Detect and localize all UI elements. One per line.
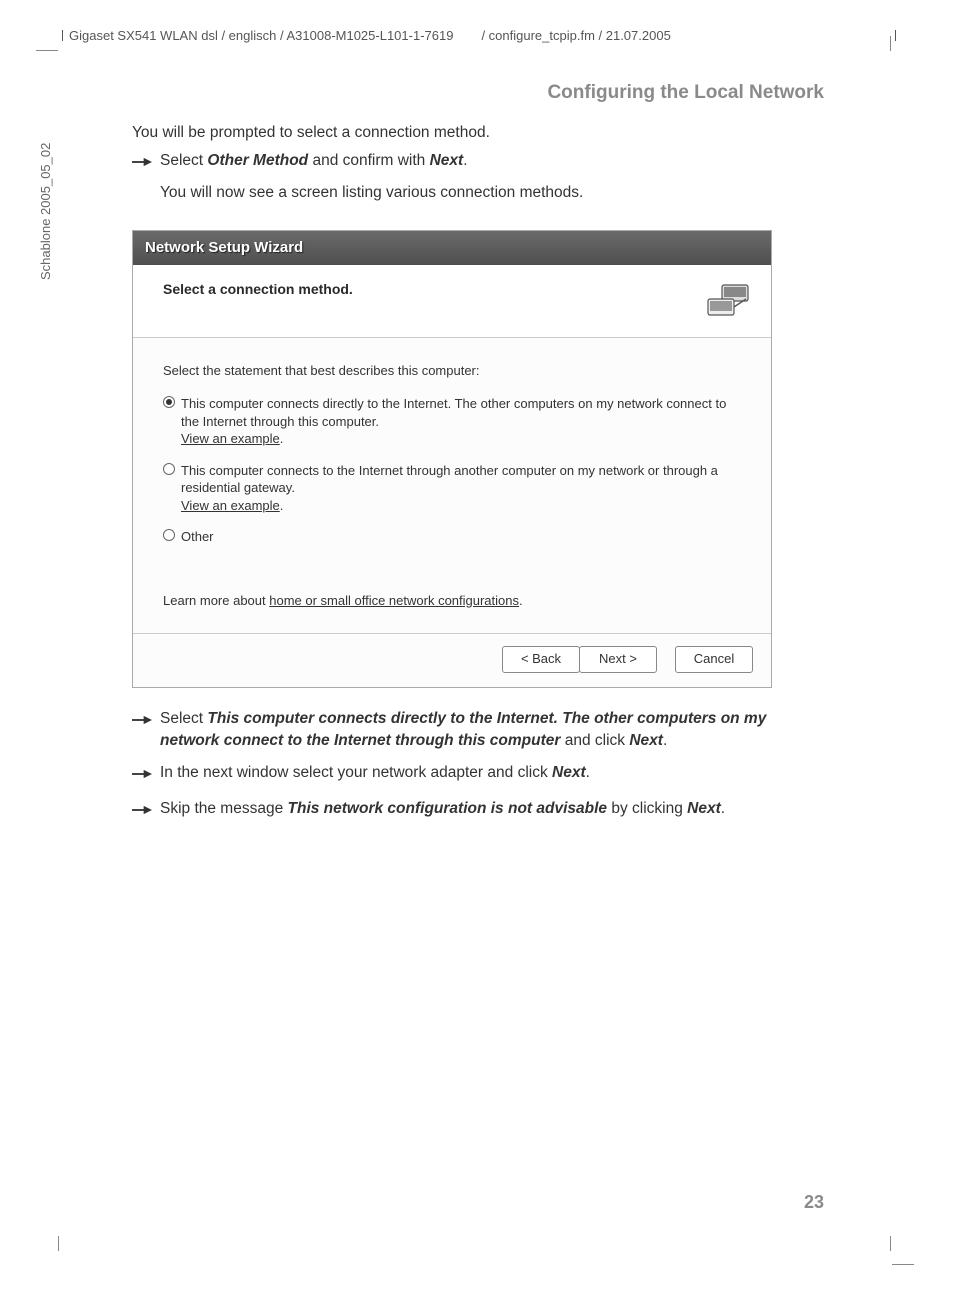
view-example-link[interactable]: View an example [181,498,280,513]
file-ref: / configure_tcpip.fm / 21.07.2005 [481,28,670,43]
next-button[interactable]: Next > [579,646,657,673]
learn-more-link[interactable]: home or small office network configurati… [269,593,519,608]
network-icon [705,279,755,325]
cancel-button[interactable]: Cancel [675,646,753,673]
arrow-icon [132,798,160,823]
step-select-other-method: Select Other Method and confirm with Nex… [132,150,826,175]
arrow-icon [132,708,160,753]
radio-option-gateway[interactable]: This computer connects to the Internet t… [163,462,741,515]
doc-header: Gigaset SX541 WLAN dsl / englisch / A310… [62,28,896,43]
network-setup-wizard: Network Setup Wizard Select a connection… [132,230,772,687]
radio-icon[interactable] [163,528,181,541]
step-select-direct: Select This computer connects directly t… [132,708,826,753]
doc-path: Gigaset SX541 WLAN dsl / englisch / A310… [69,28,453,43]
radio-option-other[interactable]: Other [163,528,741,546]
radio-icon[interactable] [163,462,181,475]
arrow-icon [132,762,160,787]
page-number: 23 [804,1192,824,1213]
step-skip-message: Skip the message This network configurat… [132,798,826,823]
view-example-link[interactable]: View an example [181,431,280,446]
wizard-prompt: Select the statement that best describes… [163,362,741,381]
learn-more-text: Learn more about home or small office ne… [163,592,741,611]
template-label: Schablone 2005_05_02 [38,143,53,280]
wizard-header-text: Select a connection method. [163,279,705,325]
wizard-title: Network Setup Wizard [133,231,771,265]
section-title: Configuring the Local Network [547,82,824,104]
step-select-adapter: In the next window select your network a… [132,762,826,787]
intro-text: You will be prompted to select a connect… [132,122,826,144]
radio-icon[interactable] [163,395,181,408]
radio-option-direct[interactable]: This computer connects directly to the I… [163,395,741,448]
step1-note: You will now see a screen listing variou… [160,182,826,204]
arrow-icon [132,150,160,175]
back-button[interactable]: < Back [502,646,580,673]
